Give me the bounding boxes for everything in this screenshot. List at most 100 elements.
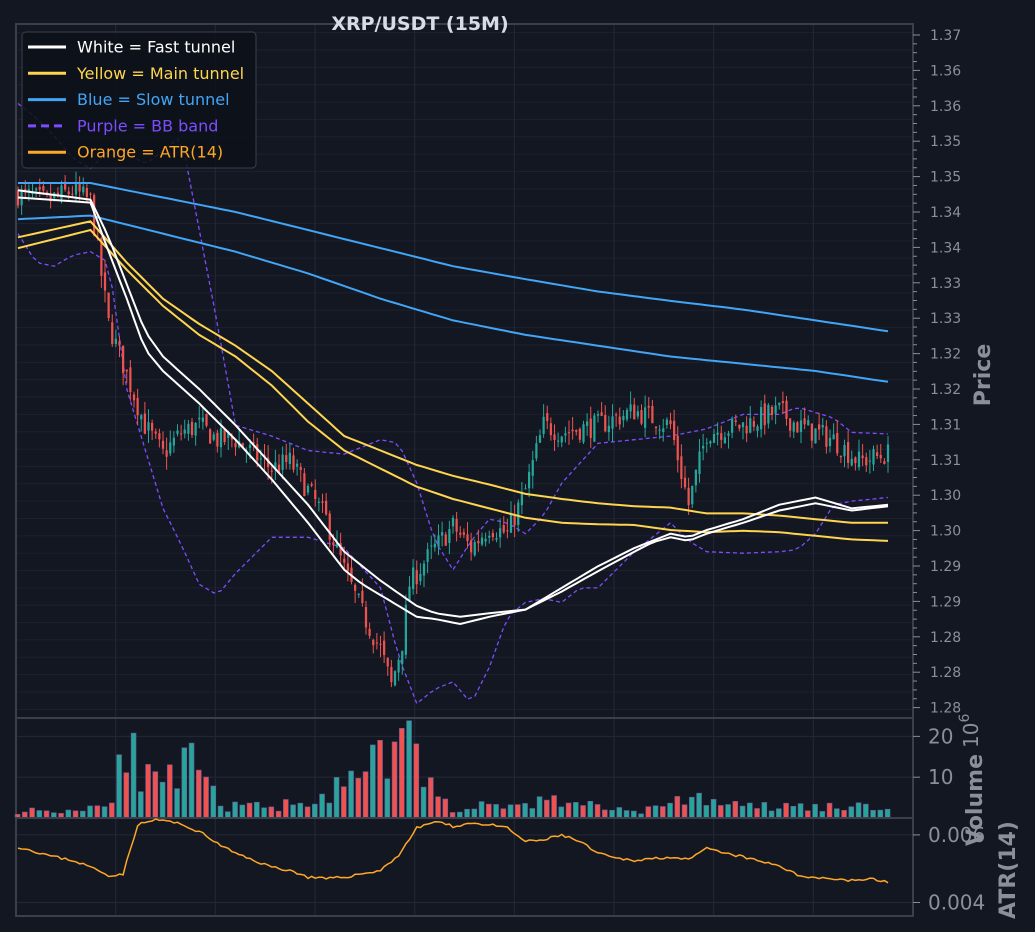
volume-bar: [587, 800, 594, 819]
candle-body: [741, 422, 745, 428]
candle-body: [723, 437, 726, 444]
price-tick-label: 1.32: [930, 382, 961, 398]
volume-bar: [130, 732, 137, 819]
candle-body: [85, 187, 88, 197]
candle-body: [709, 441, 712, 444]
candle-body: [571, 429, 574, 432]
volume-axis-label: Volume: [963, 754, 988, 846]
candle-body: [821, 425, 824, 428]
volume-bar: [848, 806, 855, 819]
volume-grid: [17, 719, 912, 817]
candle-body: [78, 182, 81, 192]
volume-bar: [174, 788, 180, 819]
volume-bar: [855, 802, 862, 819]
price-tick-label: 1.35: [930, 134, 961, 150]
candle-body: [455, 518, 458, 532]
volume-bar: [783, 802, 789, 819]
candle-body: [60, 185, 63, 199]
candle-body: [444, 534, 447, 546]
candle-body: [644, 407, 647, 428]
candle-body: [234, 443, 237, 448]
candle-body: [502, 525, 505, 533]
candle-body: [285, 455, 288, 462]
volume-bar: [486, 803, 492, 819]
candle-body: [865, 457, 868, 466]
volume-bar: [261, 807, 267, 819]
candle-body: [575, 430, 578, 432]
candle-body: [528, 471, 531, 489]
candle-body: [589, 418, 592, 438]
candle-body: [633, 404, 636, 420]
candle-body: [277, 464, 281, 473]
candle-body: [687, 487, 690, 506]
candle-body: [187, 423, 190, 434]
candle-body: [654, 426, 658, 429]
volume-bar: [326, 802, 333, 819]
price-axis-ticks: 1.37 1.36 1.36 1.35 1.35 1.34 1.34 1.33 1.33 1.32…: [913, 28, 961, 717]
volume-bar: [558, 806, 565, 819]
volume-bar: [841, 810, 847, 819]
volume-bar: [239, 804, 246, 819]
volume-bar: [297, 802, 304, 819]
legend-label: White = Fast tunnel: [77, 38, 235, 57]
volume-bar: [370, 744, 376, 819]
price-tick-label: 1.32: [930, 347, 961, 363]
volume-bar: [333, 777, 340, 819]
candle-body: [194, 422, 197, 436]
volume-bar: [507, 804, 514, 819]
volume-bar: [754, 808, 760, 819]
candle-body: [535, 443, 538, 459]
candle-body: [56, 192, 59, 196]
volume-bar: [725, 804, 731, 819]
candle-body: [491, 532, 494, 538]
candle-body: [495, 538, 498, 540]
volume-bar: [797, 803, 804, 819]
candle-body: [564, 433, 567, 436]
volume-bar: [145, 764, 151, 819]
volume-bar: [116, 754, 122, 819]
candle-body: [219, 428, 223, 448]
atr-series: [17, 818, 889, 884]
candle-body: [281, 454, 284, 470]
candle-body: [270, 470, 273, 472]
candle-body: [27, 189, 30, 193]
volume-bar: [210, 785, 217, 819]
volume-bar: [304, 806, 311, 819]
volume-bar: [790, 805, 797, 819]
volume-bar: [863, 803, 869, 819]
candle-body: [198, 417, 201, 420]
atr-panel: 0.006 0.004 ATR(14): [15, 817, 1021, 919]
volume-bar: [623, 810, 630, 819]
volume-bar: [703, 805, 710, 819]
volume-bar: [152, 771, 159, 819]
price-tick-label: 1.30: [930, 524, 961, 540]
candle-body: [299, 467, 302, 470]
volume-bar: [739, 805, 746, 819]
price-tick-label: 1.33: [930, 276, 961, 292]
volume-bar: [290, 804, 296, 819]
candle-body: [216, 432, 219, 447]
volume-bar: [232, 801, 238, 819]
volume-bar: [391, 741, 398, 819]
candle-body: [618, 416, 621, 425]
volume-bar: [551, 795, 557, 819]
volume-bar: [312, 803, 318, 819]
candle-body: [147, 422, 150, 431]
volume-bar: [283, 799, 289, 819]
atr-panel-frame: [15, 817, 914, 917]
price-tick-label: 1.28: [930, 701, 961, 717]
volume-bar: [812, 803, 818, 819]
candle-body: [404, 604, 407, 655]
volume-bar: [681, 804, 688, 819]
candle-body: [64, 181, 67, 190]
volume-bar: [341, 786, 347, 819]
candle-body: [111, 322, 114, 344]
price-panel: 1.37 1.36 1.36 1.35 1.35 1.34 1.34 1.33 1.33 1.32…: [15, 13, 996, 719]
volume-bar: [645, 806, 652, 819]
candle-body: [430, 545, 433, 547]
volume-bar: [94, 805, 101, 819]
candle-body: [607, 425, 610, 433]
candle-body: [763, 403, 766, 426]
candle-body: [296, 463, 299, 467]
